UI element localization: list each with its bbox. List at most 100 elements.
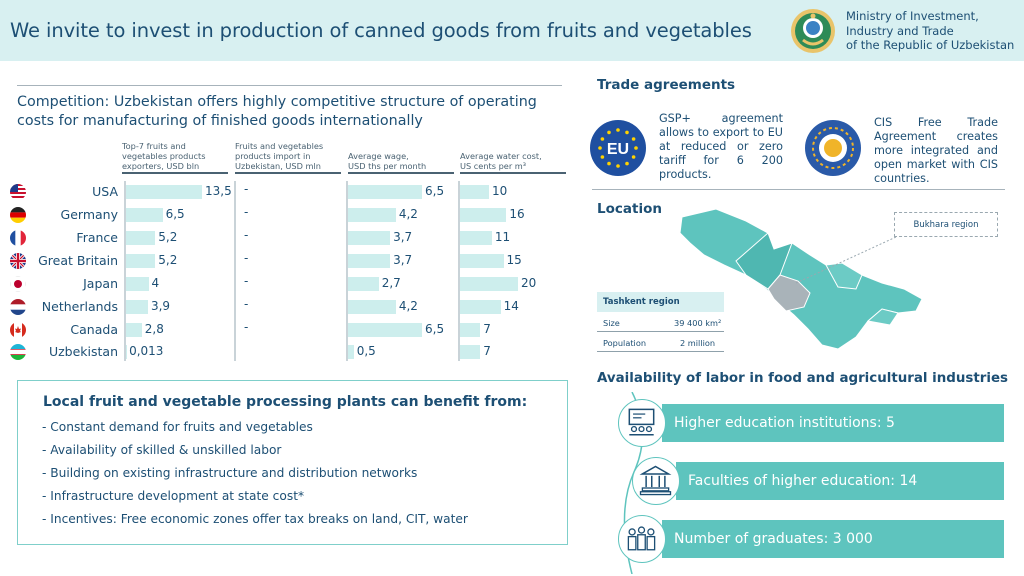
col-header-water: Average water cost, US cents per m³ bbox=[460, 151, 542, 171]
exports-value: 0,013 bbox=[129, 344, 164, 358]
uzbekistan-emblem-icon bbox=[791, 9, 835, 53]
benefit-item: - Incentives: Free economic zones offer … bbox=[42, 512, 468, 526]
ministry-name: Ministry of Investment, Industry and Tra… bbox=[846, 9, 1014, 53]
labor-item-label: Higher education institutions: 5 bbox=[674, 415, 895, 431]
location-title: Location bbox=[597, 201, 662, 217]
bukhara-callout: Bukhara region bbox=[894, 212, 998, 237]
import-value: - bbox=[244, 182, 249, 196]
ca-flag-icon bbox=[10, 322, 26, 338]
exports-value: 6,5 bbox=[165, 207, 185, 221]
exports-bar bbox=[126, 277, 149, 291]
exports-value: 5,2 bbox=[158, 253, 178, 267]
table-row: Population 2 million bbox=[597, 332, 724, 352]
jp-flag-icon bbox=[10, 276, 26, 292]
row-label: Size bbox=[603, 318, 620, 328]
wage-value: 3,7 bbox=[393, 230, 413, 244]
country-label: USA bbox=[92, 184, 118, 199]
col-header-exports: Top-7 fruits and vegetables products exp… bbox=[122, 141, 205, 171]
country-label: Netherlands bbox=[41, 299, 118, 314]
wage-value: 6,5 bbox=[425, 184, 445, 198]
import-value: - bbox=[244, 251, 249, 265]
divider bbox=[592, 189, 1005, 190]
page-title: We invite to invest in production of can… bbox=[10, 19, 752, 42]
ministry-line-1: Ministry of Investment, bbox=[846, 9, 979, 23]
import-value: - bbox=[244, 228, 249, 242]
col-underline bbox=[122, 172, 228, 174]
country-label: France bbox=[76, 230, 118, 245]
col-header-line: exporters, USD bln bbox=[122, 161, 200, 171]
cis-emblem-icon bbox=[805, 120, 861, 176]
wage-value: 3,7 bbox=[393, 253, 413, 267]
wage-bar bbox=[348, 208, 396, 222]
cis-text: CIS Free Trade Agreement creates more in… bbox=[874, 116, 998, 185]
country-label: Great Britain bbox=[38, 253, 118, 268]
row-value: 2 million bbox=[680, 338, 716, 348]
exports-value: 3,9 bbox=[150, 299, 171, 313]
header: We invite to invest in production of can… bbox=[0, 0, 1024, 61]
labor-item-label: Faculties of higher education: 14 bbox=[688, 473, 918, 489]
water-value: 14 bbox=[503, 299, 519, 313]
column-axis bbox=[234, 181, 236, 361]
graduates-icon bbox=[618, 515, 666, 563]
col-header-import: Fruits and vegetables products import in… bbox=[235, 141, 323, 171]
col-header-line: Fruits and vegetables bbox=[235, 141, 324, 151]
row-label: Population bbox=[603, 338, 647, 348]
col-header-line: Uzbekistan, USD mln bbox=[235, 161, 321, 171]
wage-bar bbox=[348, 323, 422, 337]
competition-title: Competition: Uzbekistan offers highly co… bbox=[17, 94, 537, 129]
water-bar bbox=[460, 231, 492, 245]
col-header-line: US cents per m³ bbox=[460, 161, 527, 171]
trade-title: Trade agreements bbox=[597, 77, 736, 93]
wage-bar bbox=[348, 185, 422, 199]
exports-value: 5,2 bbox=[158, 230, 178, 244]
uzbekistan-map bbox=[679, 208, 923, 350]
benefit-item: - Constant demand for fruits and vegetab… bbox=[42, 420, 313, 434]
labor-title: Availability of labor in food and agricu… bbox=[597, 371, 1009, 386]
fr-flag-icon bbox=[10, 230, 26, 246]
exports-bar bbox=[126, 300, 148, 314]
country-label: Japan bbox=[83, 276, 118, 291]
water-bar bbox=[460, 254, 504, 268]
benefit-item: - Availability of skilled & unskilled la… bbox=[42, 443, 282, 457]
exports-value: 2,8 bbox=[144, 322, 164, 336]
labor-item: Faculties of higher education: 14 bbox=[676, 462, 1004, 500]
wage-value: 4,2 bbox=[398, 207, 418, 221]
col-header-line: vegetables products bbox=[122, 151, 206, 161]
wage-bar bbox=[348, 277, 379, 291]
classroom-icon bbox=[618, 399, 666, 447]
us-flag-icon bbox=[10, 184, 26, 200]
import-value: - bbox=[244, 205, 249, 219]
wage-value: 2,7 bbox=[381, 276, 401, 290]
col-header-wage: Average wage, USD ths per month bbox=[348, 151, 426, 171]
divider bbox=[17, 85, 562, 86]
gsp-text: GSP+ agreement allows to export to EU at… bbox=[659, 112, 783, 181]
labor-item: Higher education institutions: 5 bbox=[662, 404, 1004, 442]
col-underline bbox=[348, 172, 454, 174]
benefits-box: Local fruit and vegetable processing pla… bbox=[17, 380, 568, 545]
country-label: Germany bbox=[60, 207, 118, 222]
column-axis bbox=[458, 181, 460, 361]
col-header-line: Average water cost, bbox=[460, 151, 542, 161]
wage-value: 4,2 bbox=[398, 299, 418, 313]
exports-value: 4 bbox=[151, 276, 160, 290]
water-value: 16 bbox=[509, 207, 525, 221]
benefit-item: - Building on existing infrastructure an… bbox=[42, 466, 418, 480]
country-label: Uzbekistan bbox=[48, 344, 118, 359]
water-bar bbox=[460, 277, 518, 291]
exports-bar bbox=[126, 254, 156, 268]
labor-item: Number of graduates: 3 000 bbox=[662, 520, 1004, 558]
exports-bar bbox=[126, 185, 202, 199]
ministry-line-3: of the Republic of Uzbekistan bbox=[846, 38, 1015, 52]
de-flag-icon bbox=[10, 207, 26, 223]
water-value: 10 bbox=[492, 184, 508, 198]
column-axis bbox=[346, 181, 348, 361]
benefit-item: - Infrastructure development at state co… bbox=[42, 489, 305, 503]
exports-bar bbox=[126, 323, 142, 337]
table-row: Size 39 400 km² bbox=[597, 312, 724, 332]
water-bar bbox=[460, 345, 481, 359]
wage-value: 0,5 bbox=[356, 344, 376, 358]
import-value: - bbox=[244, 320, 249, 334]
exports-bar bbox=[126, 231, 156, 245]
import-value: - bbox=[244, 274, 249, 288]
water-value: 7 bbox=[483, 322, 491, 336]
